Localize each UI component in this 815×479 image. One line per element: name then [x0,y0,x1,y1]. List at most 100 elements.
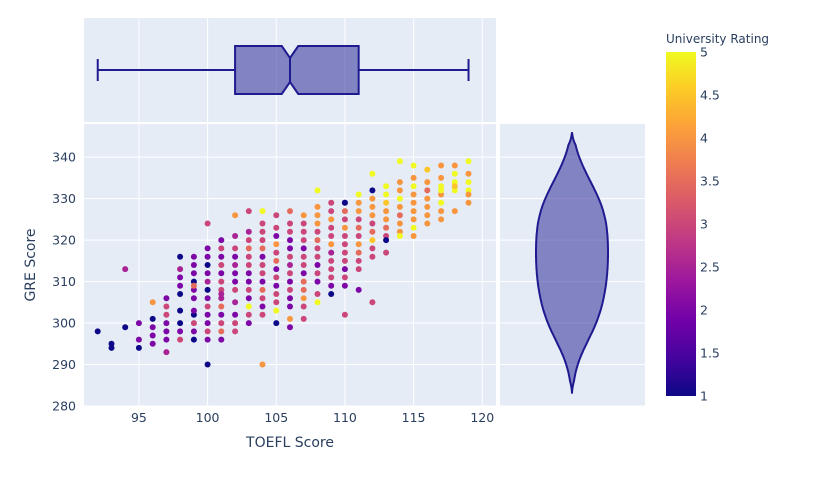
scatter-point [218,286,225,293]
scatter-point [314,253,321,260]
scatter-point [410,208,417,215]
scatter-point [190,270,197,277]
scatter-point [328,266,335,273]
scatter-point [314,220,321,227]
scatter-point [149,340,156,347]
scatter-point [300,295,307,302]
scatter-point [245,253,252,260]
scatter-point [259,295,266,302]
scatter-point [355,241,362,248]
scatter-point [245,295,252,302]
scatter-point [163,336,170,343]
scatter-point [259,361,266,368]
y-tick-label: 340 [52,150,76,165]
scatter-point [218,303,225,310]
scatter-point [245,208,252,215]
colorbar-tick-label: 1.5 [700,346,720,361]
scatter-point [259,245,266,252]
scatter-point [383,191,390,198]
scatter-point [341,249,348,256]
scatter-point [190,320,197,327]
scatter-point [218,245,225,252]
scatter-point [451,179,458,186]
scatter-point [451,183,458,190]
scatter-point [135,320,142,327]
scatter-point [465,170,472,177]
scatter-point [300,212,307,219]
scatter-point [232,286,239,293]
scatter-point [451,162,458,169]
scatter-point [451,187,458,194]
colorbar-tick-label: 1 [700,389,708,404]
x-tick-label: 110 [333,410,357,425]
scatter-point [163,295,170,302]
scatter-point [341,208,348,215]
scatter-point [218,336,225,343]
scatter-point [259,311,266,318]
scatter-point [314,187,321,194]
x-tick-label: 115 [402,410,426,425]
scatter-point [465,191,472,198]
scatter-point [204,361,211,368]
scatter-point [177,328,184,335]
scatter-point [369,253,376,260]
scatter-point [135,344,142,351]
scatter-point [410,224,417,231]
scatter-point [300,237,307,244]
colorbar-tick-label: 4 [700,131,708,146]
scatter-point [94,328,101,335]
scatter-point [314,299,321,306]
scatter-point [190,328,197,335]
scatter-point [245,320,252,327]
x-tick-label: 100 [196,410,220,425]
scatter-point [355,266,362,273]
scatter-point [410,183,417,190]
scatter-point [232,278,239,285]
scatter-point [273,249,280,256]
scatter-point [259,303,266,310]
scatter-point [300,315,307,322]
scatter-point [245,237,252,244]
colorbar [666,52,696,396]
scatter-point [177,253,184,260]
scatter-point [149,332,156,339]
scatter-point [135,336,142,343]
scatter-point [218,295,225,302]
scatter-point [438,216,445,223]
scatter-point [314,228,321,235]
scatter-point [204,262,211,268]
scatter-point [273,299,280,306]
scatter-point [273,282,280,289]
scatter-point [438,191,445,198]
scatter-point [204,311,211,318]
scatter-point [410,216,417,223]
scatter-point [314,212,321,219]
scatter-point [218,320,225,327]
scatter-point [273,257,280,264]
scatter-point [328,199,335,206]
scatter-point [369,245,376,252]
scatter-point [355,224,362,231]
scatter-point [232,233,239,239]
colorbar-tick-label: 5 [700,45,708,60]
scatter-point [204,328,211,335]
colorbar-tick-label: 2 [700,303,708,318]
y-tick-label: 330 [52,191,76,206]
scatter-point [328,249,335,256]
scatter-point [383,237,390,244]
scatter-point [314,245,321,252]
x-marginal-box-plot [96,45,470,95]
scatter-point [259,286,266,293]
x-axis-title: TOEFL Score [245,435,334,451]
scatter-point [232,253,239,260]
scatter-point [424,166,431,173]
colorbar-title: University Rating [666,32,769,46]
x-tick-label: 120 [470,410,494,425]
scatter-point [451,170,458,177]
scatter-point [438,183,445,190]
colorbar-tick-label: 3 [700,217,708,232]
scatter-point [300,303,307,310]
scatter-point [287,286,293,293]
scatter-point [383,208,390,215]
